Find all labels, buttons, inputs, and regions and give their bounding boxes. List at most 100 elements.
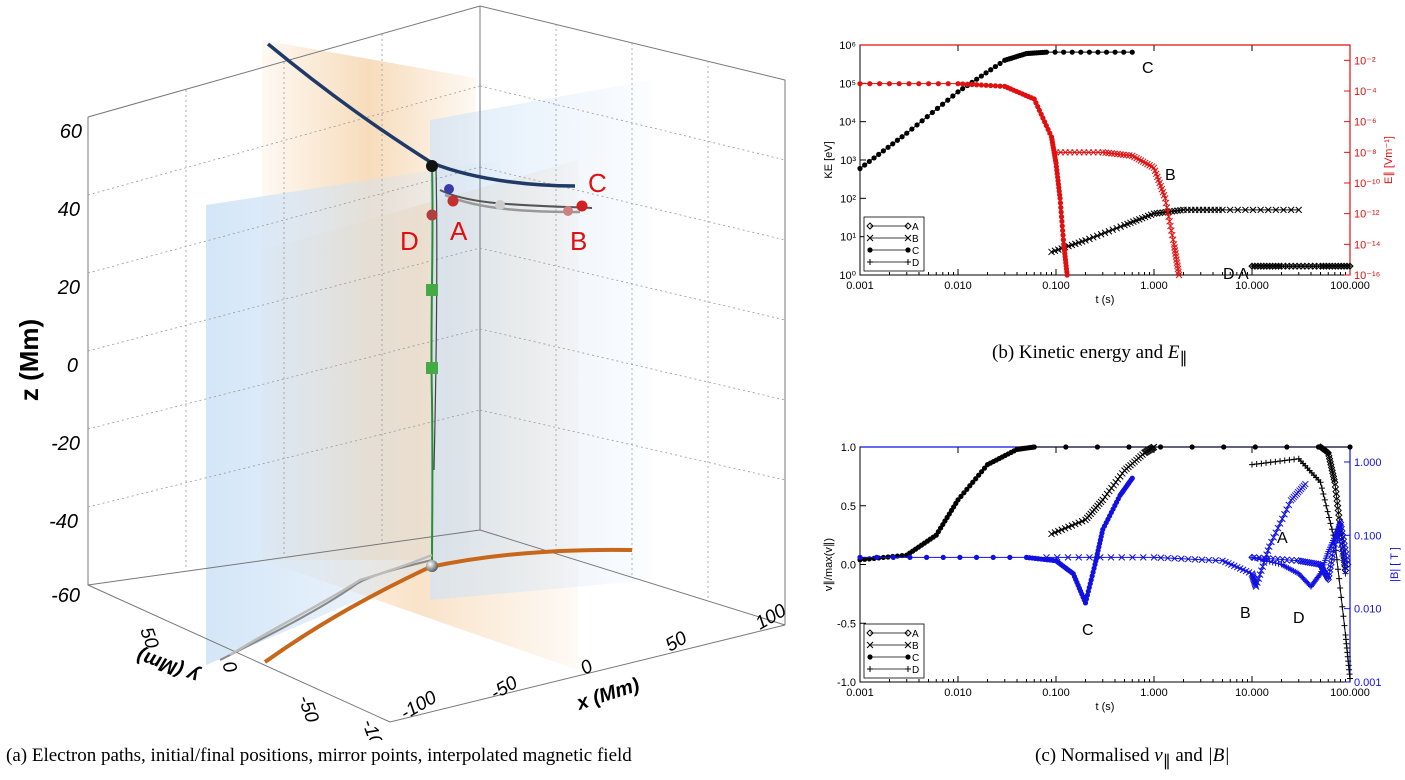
data-point	[1338, 548, 1345, 555]
y2-tick-label: 0.100	[1354, 530, 1382, 542]
data-point	[1048, 530, 1055, 538]
data-point	[1093, 232, 1101, 240]
data-point	[1333, 497, 1341, 505]
data-point	[1123, 151, 1130, 159]
data-point	[1109, 226, 1117, 234]
y-axis-label: KE [eV]	[823, 141, 835, 178]
data-point	[1320, 491, 1327, 497]
data-point	[992, 83, 999, 89]
data-point	[1108, 484, 1115, 492]
data-point	[1064, 554, 1072, 561]
y-axis-label: y (Mm)	[134, 644, 203, 687]
y-tick-label: 0.0	[841, 560, 856, 572]
data-point	[924, 114, 930, 120]
data-point	[1324, 508, 1331, 515]
x-tick-label: 0.100	[1042, 280, 1070, 292]
data-point	[916, 81, 922, 87]
data-point	[926, 81, 932, 87]
x-axis-label: t (s)	[1096, 294, 1115, 306]
x-tick-label: 10.000	[1235, 280, 1269, 292]
data-point	[1285, 556, 1294, 564]
data-point	[988, 82, 994, 89]
data-point	[1287, 206, 1295, 214]
data-point	[1113, 224, 1121, 232]
data-point	[1254, 579, 1261, 586]
data-point	[1099, 148, 1107, 156]
data-point	[1325, 455, 1334, 463]
data-point	[958, 493, 964, 499]
data-point	[983, 82, 989, 88]
data-point	[1110, 481, 1117, 489]
y-tick-label: 10⁰	[839, 270, 856, 282]
data-point	[988, 67, 994, 73]
data-point	[1043, 49, 1050, 55]
legend-marker	[904, 222, 912, 230]
data-point	[1325, 452, 1333, 460]
data-point	[1264, 547, 1272, 555]
data-point	[1267, 459, 1274, 466]
data-point	[1078, 49, 1084, 55]
data-point	[899, 552, 905, 559]
data-point	[1086, 49, 1092, 55]
data-point	[1335, 511, 1343, 519]
data-point	[1061, 524, 1069, 532]
data-point	[1337, 539, 1344, 546]
y2-tick-label: 10⁻⁴	[1354, 86, 1377, 98]
data-point	[1058, 214, 1065, 220]
annotation-label: C	[1142, 60, 1154, 77]
data-point	[1317, 479, 1324, 486]
data-point	[935, 81, 941, 87]
caption-c: (c) Normalised v∥ and |B|	[1035, 745, 1230, 770]
y-tick-labels: 50 0 -50 -100	[135, 625, 390, 740]
legend-marker	[905, 247, 911, 253]
data-point	[1330, 475, 1338, 484]
data-point	[1053, 554, 1061, 561]
data-point	[1272, 529, 1280, 537]
legend-marker	[866, 234, 874, 242]
y2-axis-label: |B| [ T ]	[1389, 547, 1401, 582]
data-point	[1263, 557, 1270, 564]
series-C-v	[857, 444, 1353, 563]
annotation-label: A	[1238, 266, 1249, 283]
data-point	[992, 63, 999, 70]
data-point	[997, 60, 1003, 67]
data-point	[857, 81, 863, 87]
data-point	[894, 137, 901, 143]
data-point	[1150, 443, 1158, 451]
y2-tick-label: 0.010	[1354, 604, 1382, 616]
data-point	[1323, 502, 1330, 509]
data-point	[1082, 237, 1089, 244]
data-point	[867, 81, 873, 87]
data-point	[1071, 520, 1079, 528]
data-point	[1120, 151, 1127, 159]
caption-b: (b) Kinetic energy and E∥	[992, 342, 1188, 367]
data-point	[1276, 555, 1284, 564]
data-point	[1281, 556, 1289, 564]
white-end-point	[426, 560, 438, 572]
data-point	[923, 554, 930, 560]
data-point	[961, 490, 967, 496]
annotation-label: A	[1277, 530, 1288, 547]
data-point	[1329, 546, 1338, 554]
data-point	[1031, 444, 1037, 450]
data-point	[1336, 535, 1343, 542]
label-a: A	[450, 216, 468, 246]
marker-c-point	[576, 200, 588, 212]
y-tick-label: 1.0	[841, 442, 856, 454]
data-point	[1325, 572, 1333, 580]
data-point	[997, 83, 1003, 89]
marker-b-point	[563, 206, 573, 216]
data-point	[1277, 458, 1284, 465]
data-point	[1327, 560, 1335, 569]
data-point	[877, 81, 883, 87]
data-point	[1198, 556, 1206, 564]
legend-marker	[904, 641, 912, 649]
data-point	[960, 86, 966, 92]
data-point	[1108, 150, 1115, 157]
data-point	[1284, 444, 1290, 450]
data-point	[974, 82, 980, 88]
data-point	[1219, 206, 1226, 214]
data-point	[1101, 493, 1109, 501]
data-point	[1150, 554, 1158, 561]
data-point	[1226, 206, 1234, 214]
